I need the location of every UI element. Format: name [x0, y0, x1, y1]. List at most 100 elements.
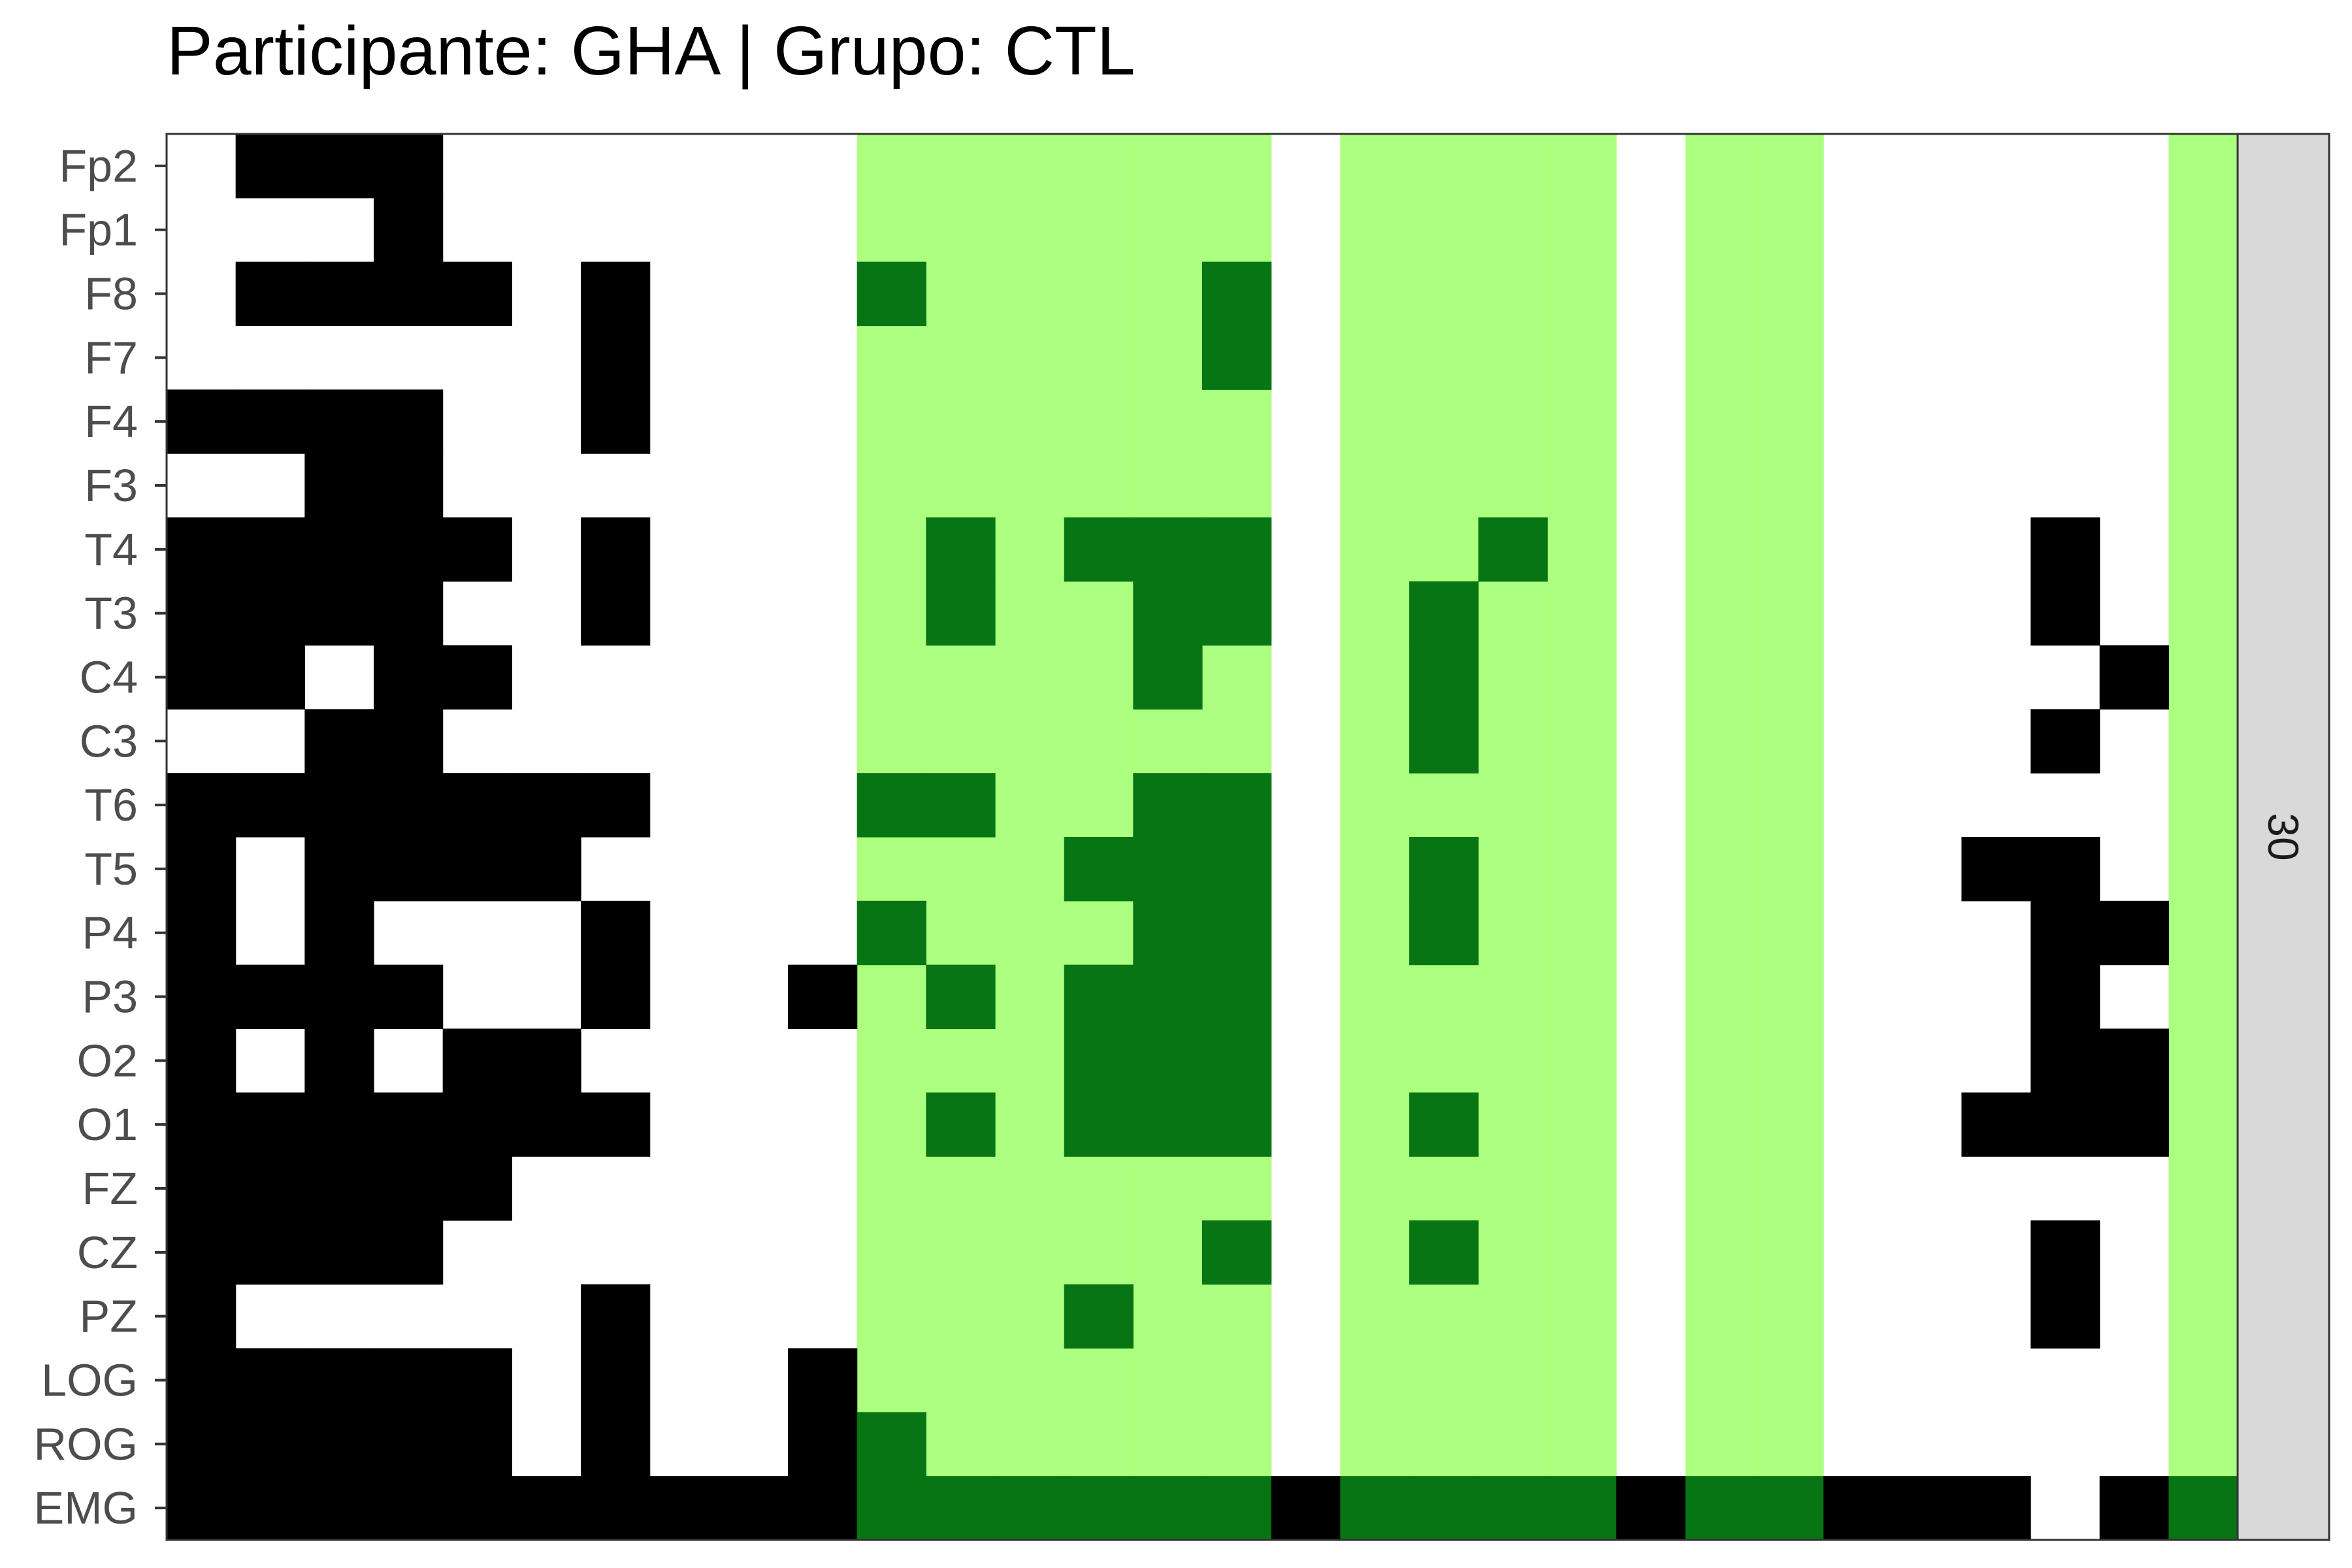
- heatmap-cell: [581, 1092, 651, 1157]
- y-tick-label: T5: [84, 843, 138, 894]
- highlight-column: [1478, 134, 1548, 1540]
- heatmap-cell: [926, 1092, 996, 1157]
- heatmap-cell: [167, 1156, 237, 1221]
- heatmap-cell: [235, 1348, 305, 1413]
- heatmap-cell: [374, 1092, 444, 1157]
- heatmap-cell: [304, 1028, 374, 1093]
- heatmap-cell: [374, 837, 444, 902]
- y-tick-label: C3: [80, 715, 138, 766]
- heatmap-cell: [581, 325, 651, 390]
- heatmap-cell: [167, 900, 237, 966]
- heatmap-cell: [374, 197, 444, 263]
- heatmap-cell: [1340, 1476, 1410, 1541]
- facet-strip-background: [2236, 133, 2330, 1541]
- heatmap-cell: [374, 645, 444, 710]
- heatmap-cell: [857, 1476, 926, 1541]
- heatmap-cell: [926, 1476, 996, 1541]
- heatmap-cell: [2099, 645, 2169, 710]
- heatmap-cell: [1754, 1476, 1824, 1541]
- heatmap-cell: [235, 1220, 305, 1285]
- heatmap-cell: [2099, 1028, 2169, 1093]
- heatmap-cell: [235, 581, 305, 646]
- heatmap-cell: [2031, 581, 2100, 646]
- heatmap-cell: [1409, 900, 1479, 966]
- heatmap-cell: [167, 645, 237, 710]
- heatmap-cell: [235, 1476, 305, 1541]
- highlight-column: [1547, 134, 1617, 1540]
- heatmap-cell: [512, 1476, 581, 1541]
- highlight-column: [1340, 134, 1410, 1540]
- facet-strip: 30: [2236, 133, 2330, 1541]
- heatmap-cell: [1064, 517, 1134, 582]
- heatmap-cell: [788, 1476, 858, 1541]
- heatmap-cell: [442, 1412, 512, 1477]
- heatmap-cell: [442, 1348, 512, 1413]
- heatmap-cell: [2168, 1476, 2238, 1541]
- heatmap-cell: [442, 517, 512, 582]
- heatmap-cell: [304, 773, 374, 838]
- highlight-column: [2168, 134, 2238, 1540]
- heatmap-cell: [2031, 1092, 2100, 1157]
- y-tick-label: F3: [84, 460, 138, 511]
- heatmap-cell: [1133, 645, 1203, 710]
- heatmap-cell: [374, 453, 444, 518]
- heatmap-cell: [581, 389, 651, 454]
- heatmap-cell: [304, 1348, 374, 1413]
- heatmap-cell: [1133, 964, 1203, 1030]
- heatmap-cell: [304, 261, 374, 327]
- heatmap-cell: [374, 1412, 444, 1477]
- heatmap-cell: [1271, 1476, 1341, 1541]
- heatmap-cell: [1202, 1092, 1272, 1157]
- heatmap-cell: [304, 453, 374, 518]
- heatmap-cell: [1202, 517, 1272, 582]
- heatmap-cell: [2031, 1284, 2100, 1349]
- heatmap-cell: [167, 964, 237, 1030]
- heatmap-cell: [374, 134, 444, 199]
- heatmap-cell: [995, 1476, 1065, 1541]
- heatmap-cell: [788, 964, 858, 1030]
- y-tick-label: Fp2: [59, 140, 138, 191]
- y-tick-label: PZ: [80, 1291, 138, 1342]
- heatmap-cell: [1202, 1476, 1272, 1541]
- heatmap-cell: [235, 517, 305, 582]
- heatmap-cell: [1064, 1092, 1134, 1157]
- heatmap-cell: [374, 1220, 444, 1285]
- heatmap-cell: [167, 581, 237, 646]
- heatmap-cell: [1409, 709, 1479, 774]
- heatmap-cell: [442, 1028, 512, 1093]
- heatmap-cell: [857, 1412, 926, 1477]
- heatmap-cell: [581, 900, 651, 966]
- heatmap-cell: [1133, 1092, 1203, 1157]
- heatmap-cell: [235, 964, 305, 1030]
- heatmap-cell: [857, 900, 926, 966]
- y-tick-label: Fp1: [59, 204, 138, 255]
- heatmap-cell: [1202, 1220, 1272, 1285]
- heatmap-cell: [1133, 773, 1203, 838]
- heatmap-cell: [442, 261, 512, 327]
- heatmap-cell: [235, 261, 305, 327]
- heatmap-cell: [304, 900, 374, 966]
- heatmap-cell: [374, 389, 444, 454]
- heatmap-cell: [304, 517, 374, 582]
- heatmap-cells: [167, 134, 2238, 1541]
- heatmap-cell: [512, 1028, 581, 1093]
- y-tick-label: T4: [84, 524, 138, 575]
- heatmap-cell: [442, 1476, 512, 1541]
- heatmap-cell: [581, 261, 651, 327]
- heatmap-cell: [1409, 1220, 1479, 1285]
- heatmap-cell: [235, 1156, 305, 1221]
- heatmap-cell: [581, 1284, 651, 1349]
- heatmap-cell: [374, 709, 444, 774]
- heatmap-cell: [374, 261, 444, 327]
- heatmap-cell: [1547, 1476, 1617, 1541]
- heatmap-cell: [512, 1092, 581, 1157]
- y-tick-label: P3: [82, 972, 138, 1022]
- heatmap-cell: [1064, 1284, 1134, 1349]
- heatmap-cell: [304, 1220, 374, 1285]
- highlight-column: [1754, 134, 1824, 1540]
- heatmap-cell: [442, 773, 512, 838]
- heatmap-cell: [2031, 837, 2100, 902]
- y-tick-label: C4: [80, 651, 138, 702]
- heatmap-cell: [442, 837, 512, 902]
- heatmap-cell: [442, 1092, 512, 1157]
